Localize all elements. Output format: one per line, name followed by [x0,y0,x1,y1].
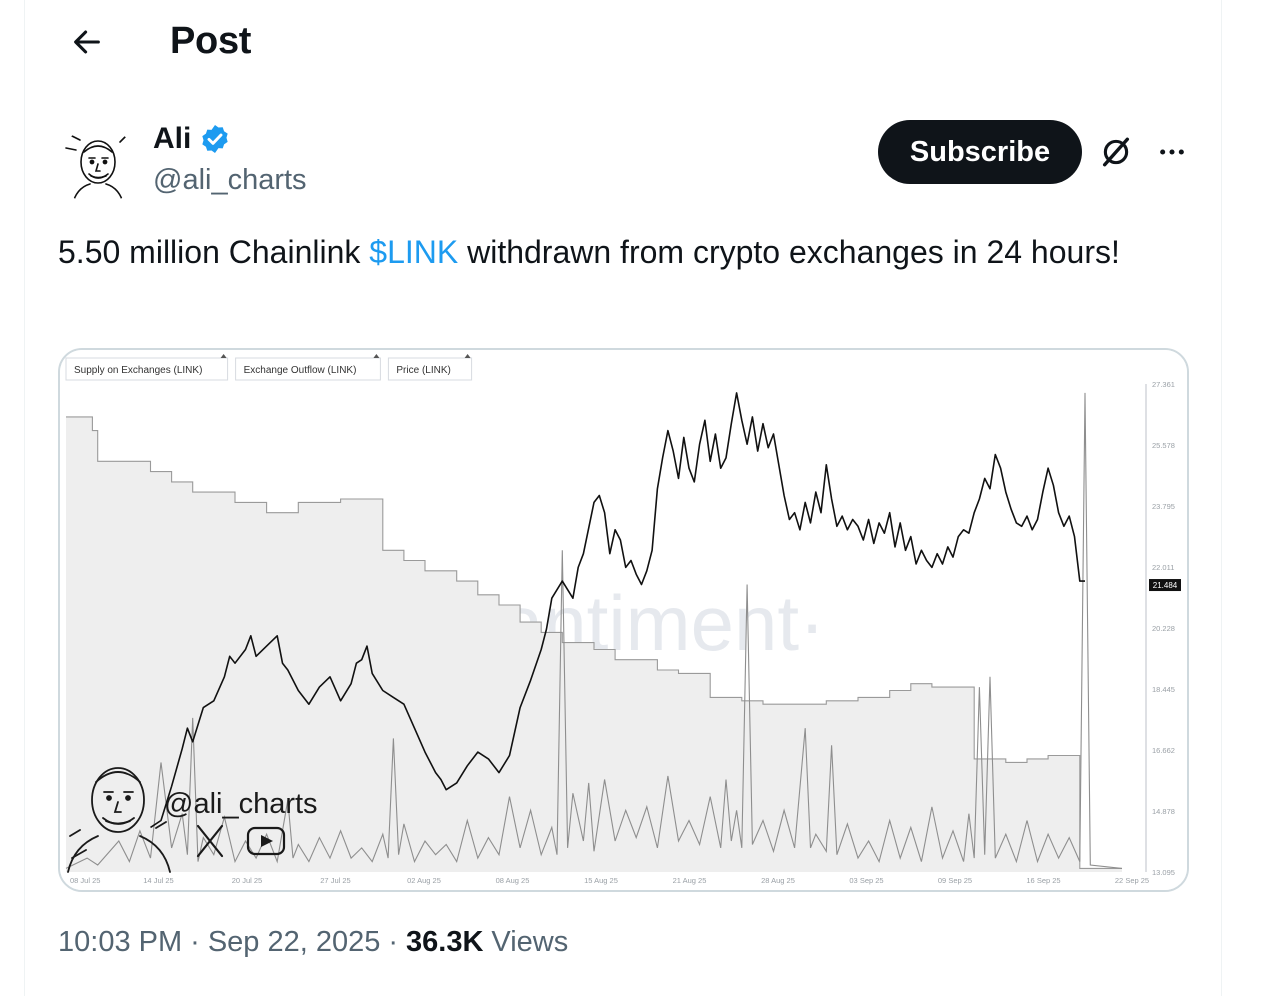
legend-pin-icon [464,354,471,358]
author-handle[interactable]: @ali_charts [153,164,307,196]
x-tick-label: 28 Aug 25 [761,876,795,885]
grok-icon [1102,137,1130,167]
legend-chip[interactable] [235,357,381,381]
price-tag-box [1149,579,1181,592]
views-count: 36.3K [406,926,484,958]
x-tick-label: 03 Sep 25 [849,876,883,885]
avatar[interactable] [58,126,138,206]
subscribe-button[interactable]: Subscribe [878,120,1082,184]
x-tick-label: 22 Sep 25 [1115,876,1149,885]
x-tick-label: 15 Aug 25 [584,876,618,885]
x-logo-icon [196,824,224,858]
x-tick-label: 08 Aug 25 [496,876,530,885]
more-horizontal-icon [1160,149,1184,155]
supply-area [66,416,1122,872]
tweet-text-before: 5.50 million Chainlink [58,234,370,270]
x-tick-label: 08 Jul 25 [70,876,100,885]
page-title: Post [170,20,252,62]
post-author: Ali @ali_charts Subscribe [58,118,1198,208]
x-axis-ticks: 08 Jul 25 14 Jul 25 20 Jul 25 27 Jul 25 02 A… [70,876,1149,885]
overlay-handle-text: @ali_charts [164,788,318,820]
x-tick-label: 27 Jul 25 [320,876,350,885]
tweet-text: 5.50 million Chainlink $LINK withdrawn f… [58,228,1178,276]
back-button[interactable] [63,18,111,66]
grok-button[interactable] [1096,132,1136,172]
y-tick-label: 14.878 [1152,807,1175,816]
y-tick-label: 23.795 [1152,502,1175,511]
column-border-right [1221,0,1222,996]
price-line [150,392,1085,829]
display-name[interactable]: Ali [153,122,192,155]
column-border-left [24,0,25,996]
chart-legend: Supply on Exchanges (LINK) Exchange Outfl… [65,354,473,381]
legend-pin-icon [373,354,380,358]
y-tick-label: 25.578 [1152,441,1175,450]
tweet-text-after: withdrawn from crypto exchanges in 24 ho… [458,234,1120,270]
y-tick-label: 27.361 [1152,380,1175,389]
legend-pin-icon [220,354,227,358]
legend-label: Supply on Exchanges (LINK) [74,365,202,376]
x-tick-label: 02 Aug 25 [407,876,441,885]
x-tick-label: 14 Jul 25 [143,876,173,885]
youtube-icon [246,826,286,856]
legend-chip[interactable] [65,357,229,381]
chart-svg: Supply on Exchanges (LINK) Exchange Outfl… [60,350,1187,890]
post-time[interactable]: 10:03 PM [58,926,183,958]
meta-separator: · [388,926,399,958]
x-tick-label: 20 Jul 25 [232,876,262,885]
y-tick-label: 22.011 [1152,563,1174,572]
verified-badge-icon[interactable] [199,123,231,155]
post-header: Post [25,0,1221,86]
avatar-sketch-icon [65,135,127,206]
supply-series [66,416,1122,869]
x-tick-label: 21 Aug 25 [673,876,707,885]
y-tick-label: 13.095 [1152,868,1175,877]
x-tick-label: 09 Sep 25 [938,876,972,885]
y-tick-label: 18.445 [1152,685,1175,694]
y-tick-label: 16.662 [1152,746,1175,755]
legend-label: Exchange Outflow (LINK) [244,365,357,376]
post-meta: 10:03 PM · Sep 22, 2025 · 36.3K Views [58,926,568,959]
x-tick-label: 16 Sep 25 [1026,876,1060,885]
current-price-tag: 21.484 [1149,579,1181,592]
price-tag-label: 21.484 [1153,581,1178,590]
post-date[interactable]: Sep 22, 2025 [207,926,381,958]
y-tick-label: 20.228 [1152,624,1175,633]
post-media-chart[interactable]: Supply on Exchanges (LINK) Exchange Outfl… [58,348,1189,892]
views-label: Views [491,926,569,958]
price-series [150,392,1085,829]
legend-label: Price (LINK) [396,365,450,376]
name-row: Ali [153,122,231,156]
y-axis-ticks: 27.361 25.578 23.795 22.011 20.228 18.445 16.6… [1152,380,1175,877]
arrow-left-icon [74,30,100,54]
legend-chip[interactable] [387,357,473,381]
more-options-button[interactable] [1152,132,1192,172]
overlay-avatar-sketch [67,767,171,873]
meta-separator: · [190,926,200,958]
cashtag-link[interactable]: $LINK [369,234,459,270]
